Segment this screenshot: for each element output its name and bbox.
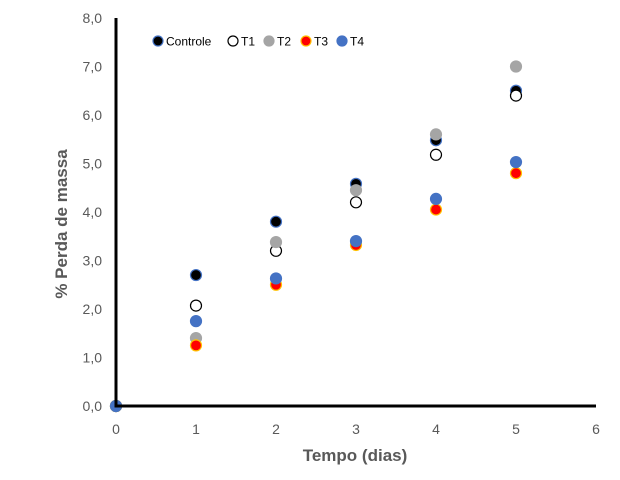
- legend-marker-t3: [300, 35, 312, 47]
- data-point-controle: [269, 215, 283, 228]
- x-axis-title: Tempo (dias): [303, 446, 408, 465]
- data-point-t2: [269, 235, 283, 249]
- data-point-t4: [189, 315, 203, 328]
- data-point-t4: [429, 192, 443, 206]
- data-point-t3: [429, 203, 443, 216]
- x-tick-label: 3: [352, 421, 360, 437]
- data-point-t4: [349, 235, 363, 248]
- data-point-t3: [509, 167, 523, 180]
- data-point-t4: [269, 272, 283, 285]
- y-axis-title: % Perda de massa: [52, 149, 71, 299]
- y-tick-label: 7,0: [83, 59, 103, 75]
- data-point-t1: [349, 196, 363, 209]
- legend-marker-t2: [263, 35, 275, 47]
- data-point-t2: [509, 60, 523, 73]
- y-tick-label: 5,0: [83, 156, 103, 172]
- x-tick-label: 0: [112, 421, 120, 437]
- legend-label-t2: T2: [277, 35, 291, 49]
- legend-marker-controle: [152, 35, 164, 47]
- x-tick-label: 2: [272, 421, 280, 437]
- legend-label-t4: T4: [350, 35, 364, 49]
- data-point-controle: [189, 268, 203, 282]
- data-point-t2: [349, 184, 363, 197]
- legend-marker-t4: [336, 35, 348, 47]
- data-points: [109, 60, 523, 413]
- x-tick-label: 1: [192, 421, 200, 437]
- data-point-t1: [189, 299, 203, 312]
- y-tick-label: 0,0: [83, 398, 103, 414]
- data-point-t1: [509, 89, 523, 102]
- legend-label-t1: T1: [241, 35, 255, 49]
- tick-labels: 0 1 2 3 4 5 6 0,0 1,0 2,0 3,0 4,0 5,0 6,0 7,0 8,0: [83, 10, 601, 437]
- legend-label-controle: Controle: [166, 35, 212, 49]
- data-point-t2: [429, 128, 443, 141]
- y-tick-label: 2,0: [83, 301, 103, 317]
- legend: Controle T1 T2 T3 T4: [152, 35, 364, 49]
- x-tick-label: 6: [592, 421, 600, 437]
- data-point-t3: [189, 339, 203, 352]
- y-tick-label: 4,0: [83, 204, 103, 220]
- x-tick-label: 4: [432, 421, 440, 437]
- y-tick-label: 6,0: [83, 107, 103, 123]
- y-tick-label: 3,0: [83, 253, 103, 269]
- y-tick-label: 1,0: [83, 350, 103, 366]
- y-tick-label: 8,0: [83, 10, 103, 26]
- legend-label-t3: T3: [314, 35, 328, 49]
- axes: [114, 18, 596, 408]
- x-tick-label: 5: [512, 421, 520, 437]
- data-point-t1: [429, 148, 443, 161]
- legend-marker-t1: [227, 35, 239, 47]
- data-point-t4: [509, 155, 523, 169]
